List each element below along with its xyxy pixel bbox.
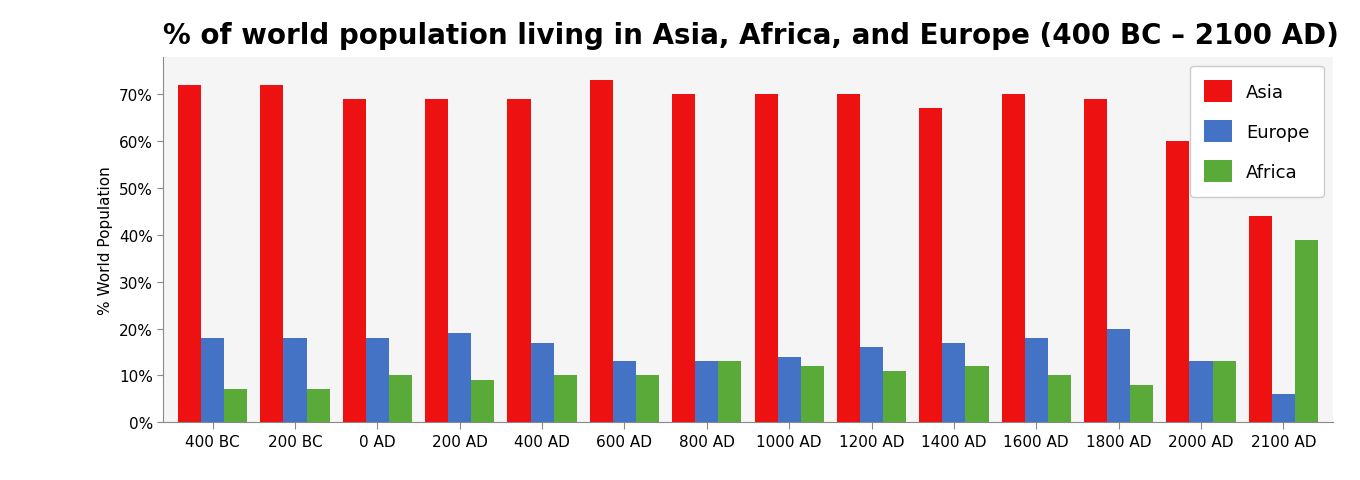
Bar xyxy=(1024,338,1047,422)
Bar xyxy=(590,81,613,422)
Bar xyxy=(1295,240,1318,422)
Legend: Asia, Europe, Africa: Asia, Europe, Africa xyxy=(1190,67,1323,197)
Bar xyxy=(1084,100,1107,422)
Bar xyxy=(613,361,636,422)
Bar xyxy=(942,343,966,422)
Y-axis label: % World Population: % World Population xyxy=(98,166,113,314)
Bar xyxy=(554,376,577,422)
Bar xyxy=(1190,361,1213,422)
Bar xyxy=(919,109,942,422)
Bar xyxy=(883,371,906,422)
Bar xyxy=(636,376,660,422)
Text: % of world population living in Asia, Africa, and Europe (400 BC – 2100 AD): % of world population living in Asia, Af… xyxy=(163,22,1340,50)
Bar xyxy=(860,348,883,422)
Bar xyxy=(426,100,449,422)
Bar xyxy=(1167,142,1190,422)
Bar xyxy=(1047,376,1070,422)
Bar xyxy=(472,380,494,422)
Bar xyxy=(260,85,283,422)
Bar xyxy=(449,334,472,422)
Bar xyxy=(1272,395,1295,422)
Bar xyxy=(836,95,860,422)
Bar xyxy=(1248,216,1272,422)
Bar xyxy=(389,376,412,422)
Bar xyxy=(366,338,389,422)
Bar xyxy=(1130,385,1153,422)
Bar xyxy=(718,361,741,422)
Bar xyxy=(966,366,989,422)
Bar xyxy=(530,343,554,422)
Bar xyxy=(1002,95,1024,422)
Bar xyxy=(672,95,695,422)
Bar xyxy=(283,338,306,422)
Bar xyxy=(343,100,366,422)
Bar xyxy=(801,366,824,422)
Bar xyxy=(224,390,248,422)
Bar xyxy=(1107,329,1130,422)
Bar xyxy=(178,85,201,422)
Bar xyxy=(201,338,224,422)
Bar xyxy=(695,361,718,422)
Bar xyxy=(1213,361,1236,422)
Bar xyxy=(306,390,329,422)
Bar xyxy=(507,100,530,422)
Bar xyxy=(778,357,801,422)
Bar xyxy=(755,95,778,422)
